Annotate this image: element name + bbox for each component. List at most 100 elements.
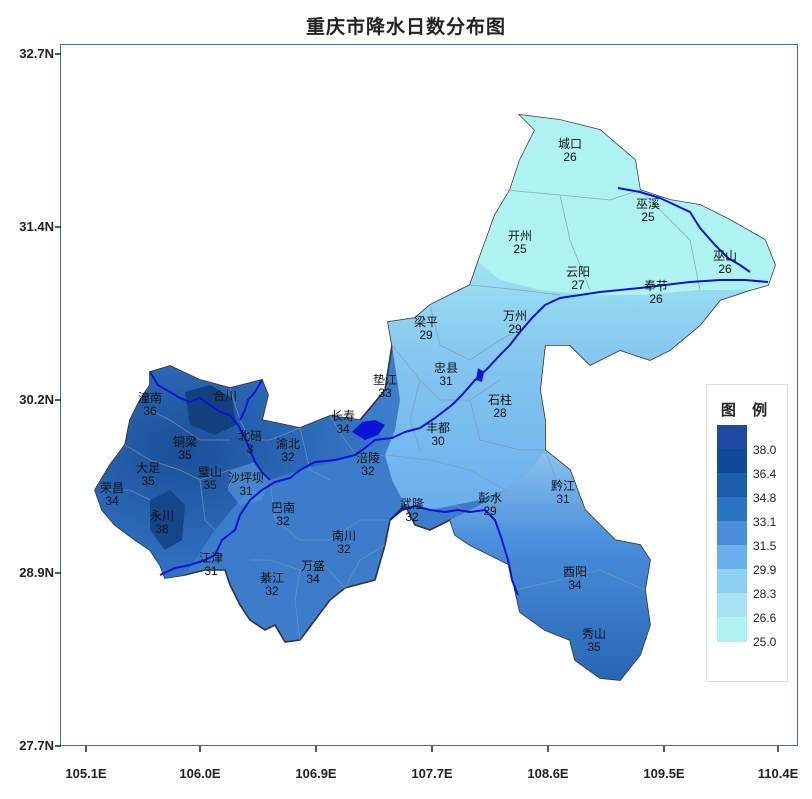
- x-tick-label: 108.6E: [527, 766, 569, 781]
- district-label: 奉节 26: [634, 280, 678, 306]
- district-label: 北碚 3: [228, 430, 272, 456]
- district-boundaries: [102, 189, 701, 641]
- district-value: 32: [337, 542, 351, 556]
- district-value: 30: [431, 434, 445, 448]
- district-name: 巴南: [270, 501, 295, 515]
- district-name: 长寿: [330, 409, 355, 423]
- district-label: 江津 31: [189, 552, 233, 578]
- district-value: 36: [143, 404, 157, 418]
- district-name: 江津: [198, 551, 223, 565]
- district-label: 巫山 26: [703, 250, 747, 276]
- district-label: 永川 38: [140, 510, 184, 536]
- district-name: 巫山: [712, 249, 737, 263]
- district-name: 涪陵: [355, 451, 380, 465]
- district-name: 大足: [135, 461, 160, 475]
- changshou-lake: [352, 420, 385, 440]
- district-name: 永川: [149, 509, 174, 523]
- district-value: 25: [641, 210, 655, 224]
- x-tick-label: 107.7E: [411, 766, 453, 781]
- district-value: 29: [508, 322, 522, 336]
- legend-label: 38.0: [753, 443, 777, 457]
- district-name: 彭水: [477, 491, 502, 505]
- district-name: 黔江: [550, 479, 575, 493]
- district-value: 34: [105, 494, 119, 508]
- district-value: 28: [493, 406, 507, 420]
- legend-swatch: [717, 449, 747, 474]
- district-label: 璧山 35: [188, 466, 232, 492]
- district-label: 开州 25: [498, 230, 542, 256]
- district-value: 29: [483, 504, 497, 518]
- district-label: 石柱 28: [478, 394, 522, 420]
- legend-label: 31.5: [753, 539, 777, 553]
- district-label: 长寿 34: [321, 410, 365, 436]
- district-value: 3: [246, 442, 254, 456]
- district-value: 27: [571, 278, 585, 292]
- zone-north-lightest: [478, 115, 775, 295]
- district-name: 万州: [502, 309, 527, 323]
- district-label: 梁平 29: [404, 316, 448, 342]
- legend-title: 图 例: [720, 402, 774, 419]
- legend-swatch: [717, 497, 747, 522]
- district-value: 38: [155, 522, 169, 536]
- district-label: 大足 35: [126, 462, 170, 488]
- legend-swatch: [717, 593, 747, 618]
- district-label: 合川: [203, 390, 247, 403]
- district-value: 32: [405, 510, 419, 524]
- district-value: 31: [239, 484, 253, 498]
- district-name: 潼南: [137, 391, 162, 405]
- district-name: 石柱: [487, 393, 512, 407]
- district-name: 垫江: [372, 373, 397, 387]
- district-label: 荣昌 34: [90, 482, 134, 508]
- district-name: 合川: [212, 389, 237, 403]
- district-value: 31: [204, 564, 218, 578]
- district-value: 32: [361, 464, 375, 478]
- district-name: 奉节: [643, 279, 668, 293]
- district-label: 武隆 32: [390, 498, 434, 524]
- district-label: 涪陵 32: [346, 452, 390, 478]
- district-name: 忠县: [433, 361, 458, 375]
- district-label: 丰都 30: [416, 422, 460, 448]
- district-name: 北碚: [237, 429, 262, 443]
- x-tick-label: 110.4E: [757, 766, 799, 781]
- legend-swatch: [717, 545, 747, 570]
- district-label: 黔江 31: [541, 480, 585, 506]
- district-value: 26: [649, 292, 663, 306]
- district-name: 梁平: [413, 315, 438, 329]
- legend-swatch: [717, 473, 747, 498]
- district-name: 荣昌: [99, 481, 124, 495]
- district-value: 35: [178, 448, 192, 462]
- legend-label: 26.6: [753, 611, 777, 625]
- district-name: 南川: [331, 529, 356, 543]
- x-tick-label: 106.0E: [179, 766, 221, 781]
- district-label: 渝北 32: [266, 438, 310, 464]
- district-name: 酉阳: [562, 565, 587, 579]
- y-tick-label: 27.7N: [19, 738, 54, 753]
- district-label: 城口 26: [548, 138, 592, 164]
- district-label: 綦江 32: [250, 572, 294, 598]
- district-label: 万盛 34: [291, 560, 335, 586]
- district-value: 29: [419, 328, 433, 342]
- legend: 图 例 38.0 36.4 34.8 33.1 31.5 29.9 28.3 26.6 25.0: [706, 384, 788, 682]
- district-label: 铜梁 35: [163, 436, 207, 462]
- district-value: 34: [568, 578, 582, 592]
- y-tick-label: 30.2N: [19, 392, 54, 407]
- district-value: 31: [439, 374, 453, 388]
- district-name: 开州: [507, 229, 532, 243]
- district-value: 35: [203, 478, 217, 492]
- district-name: 秀山: [581, 627, 606, 641]
- legend-swatch: [717, 521, 747, 546]
- district-label: 忠县 31: [424, 362, 468, 388]
- district-name: 铜梁: [172, 435, 197, 449]
- district-label: 巫溪 25: [626, 198, 670, 224]
- district-value: 32: [281, 450, 295, 464]
- district-name: 巫溪: [635, 197, 660, 211]
- district-value: 26: [718, 262, 732, 276]
- district-value: 33: [378, 386, 392, 400]
- map-title: 重庆市降水日数分布图: [305, 17, 506, 38]
- district-label: 南川 32: [322, 530, 366, 556]
- district-name: 丰都: [425, 421, 450, 435]
- district-label: 秀山 35: [572, 628, 616, 654]
- legend-label: 33.1: [753, 515, 777, 529]
- legend-label: 29.9: [753, 563, 777, 577]
